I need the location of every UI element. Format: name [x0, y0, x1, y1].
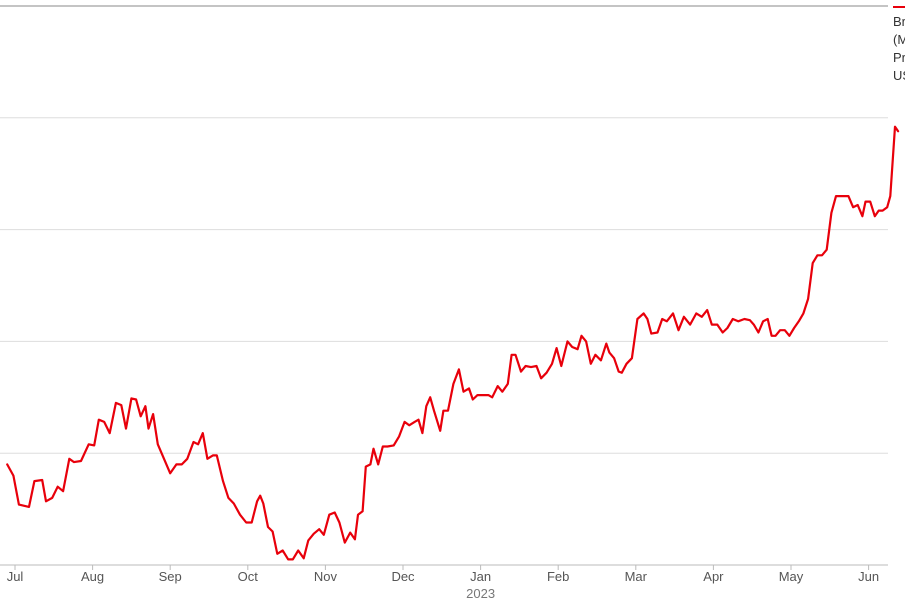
x-tick-label: Apr [703, 569, 724, 584]
x-tick-label: Jan [470, 569, 491, 584]
x-tick-label: Jun [858, 569, 879, 584]
x-axis-year-label: 2023 [466, 586, 495, 601]
legend-label-line: Br [893, 14, 905, 29]
x-tick-label: Aug [81, 569, 104, 584]
x-axis-ticks: Jul Aug Sep Oct Nov Dec Jan Feb Mar Apr May Jun [7, 565, 879, 584]
gridlines [0, 117, 888, 454]
price-series-line [6, 125, 900, 561]
x-tick-label: Sep [159, 569, 182, 584]
x-tick-label: Feb [547, 569, 569, 584]
legend-label: Br (M Pr US [893, 14, 905, 83]
x-tick-label: Oct [238, 569, 259, 584]
x-tick-label: Nov [314, 569, 338, 584]
x-tick-label: May [779, 569, 804, 584]
legend-label-line: Pr [893, 50, 905, 65]
x-tick-label: Jul [7, 569, 24, 584]
legend-label-line: (M [893, 32, 905, 47]
x-tick-label: Mar [625, 569, 648, 584]
legend: Br (M Pr US [893, 6, 905, 83]
legend-label-line: US [893, 68, 905, 83]
x-tick-label: Dec [391, 569, 415, 584]
